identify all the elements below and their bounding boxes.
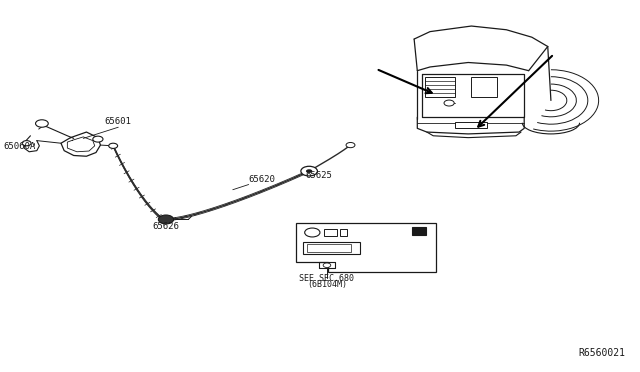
Circle shape: [158, 215, 173, 224]
Circle shape: [22, 141, 31, 146]
Polygon shape: [296, 223, 436, 272]
Text: SEE SEC.680: SEE SEC.680: [300, 274, 355, 283]
Text: 65060A: 65060A: [3, 142, 36, 151]
Bar: [456, 122, 487, 128]
Circle shape: [306, 169, 312, 173]
Circle shape: [444, 100, 454, 106]
Text: 65625: 65625: [305, 171, 332, 180]
Text: 65601: 65601: [105, 118, 132, 126]
Text: R6560021: R6560021: [579, 348, 625, 358]
Text: (6B104M): (6B104M): [307, 280, 347, 289]
Circle shape: [109, 143, 118, 148]
Bar: [307, 244, 351, 252]
Circle shape: [323, 263, 331, 267]
Bar: [340, 229, 348, 236]
Circle shape: [346, 142, 355, 148]
Circle shape: [301, 166, 317, 176]
Circle shape: [93, 136, 103, 142]
Bar: [324, 229, 337, 236]
Bar: [303, 242, 360, 254]
Circle shape: [305, 228, 320, 237]
Bar: [472, 77, 497, 97]
Bar: [412, 227, 426, 235]
Bar: [425, 77, 456, 97]
Text: 65620: 65620: [249, 175, 276, 184]
Circle shape: [36, 120, 48, 127]
Text: 65626: 65626: [152, 222, 179, 231]
